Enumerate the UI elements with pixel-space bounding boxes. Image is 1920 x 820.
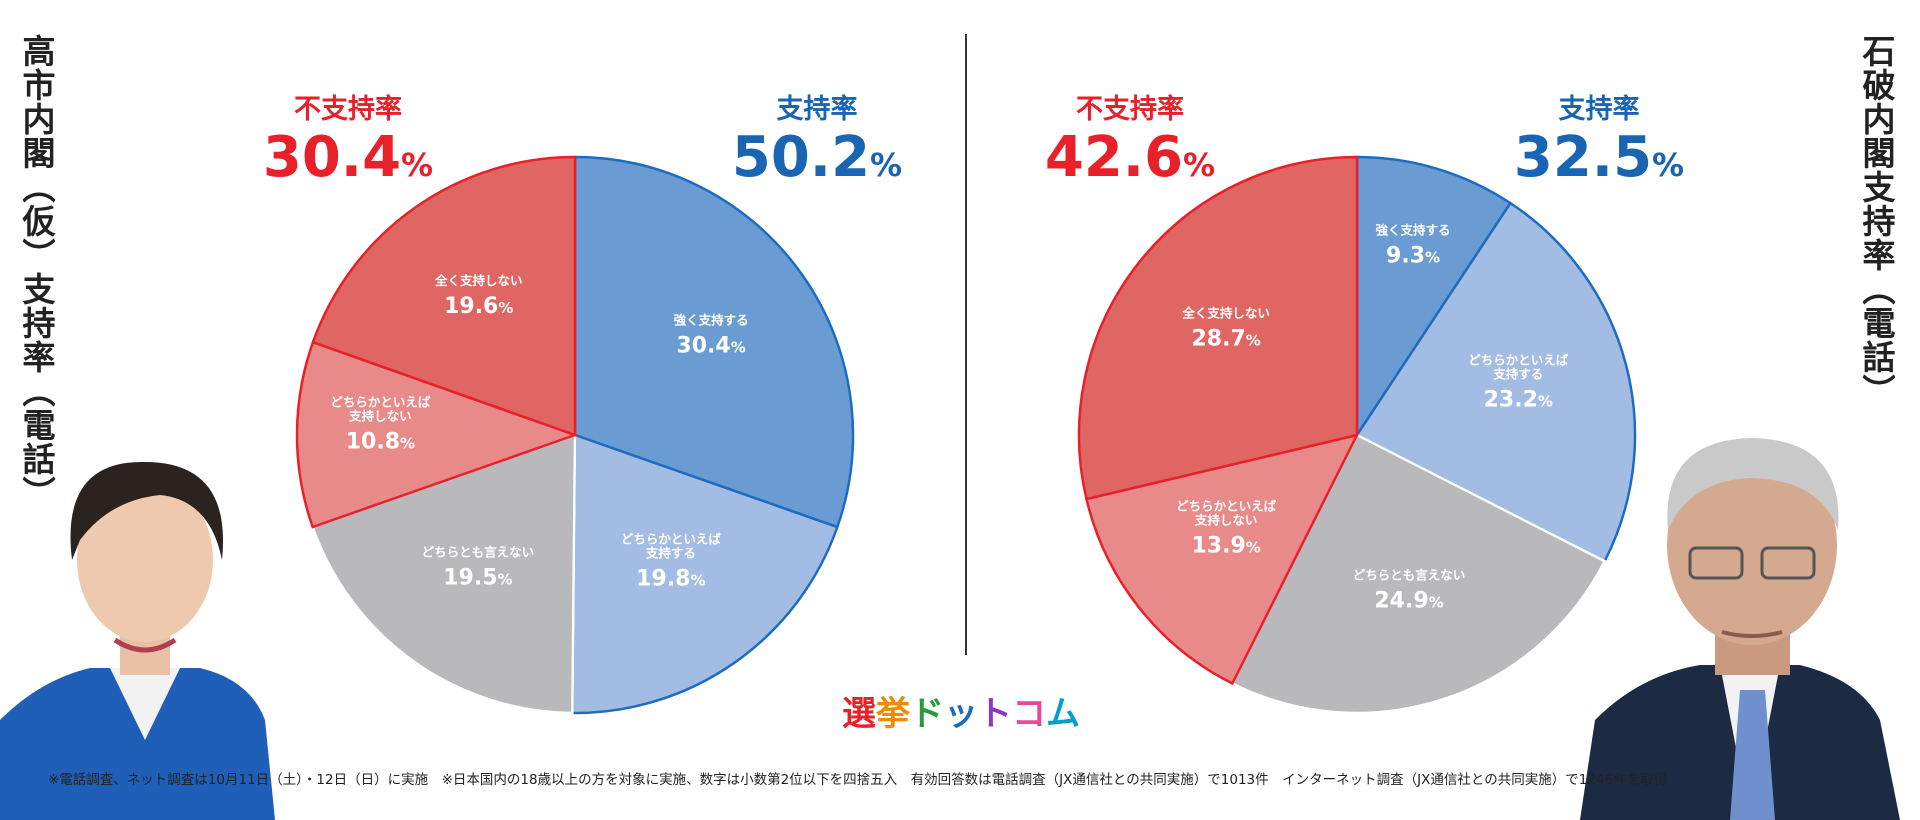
pie-slice xyxy=(295,340,579,529)
chart-title: 石破内閣支持率（電話） xyxy=(1857,34,1896,408)
slice-value-label: 19.8% xyxy=(636,567,705,592)
slice-value-label: 9.3% xyxy=(1386,244,1440,269)
slice-label: どちらとも言えない xyxy=(422,545,535,560)
slice-label: どちらかといえば支持する xyxy=(621,532,722,561)
slice-label: 全く支持しない xyxy=(1181,306,1270,321)
slice-label: 強く支持する xyxy=(674,313,749,328)
slice-value-label: 13.9% xyxy=(1192,533,1261,558)
pie-slice xyxy=(1077,155,1359,501)
slice-value-label: 24.9% xyxy=(1374,588,1443,613)
pie-slice xyxy=(311,155,577,437)
slice-value-label: 19.6% xyxy=(444,294,513,319)
slice-value-label: 30.4% xyxy=(676,334,745,359)
slice-value-label: 10.8% xyxy=(346,430,415,455)
logo: 選挙ドットコム xyxy=(842,694,1080,734)
footnote: ※電話調査、ネット調査は10月11日（土）・12日（日）に実施 ※日本国内の18… xyxy=(48,772,1668,788)
summary-value: 42.6% xyxy=(1045,125,1215,190)
summary-value: 32.5% xyxy=(1514,125,1684,190)
summary-label: 支持率 xyxy=(777,93,858,125)
slice-value-label: 19.5% xyxy=(443,566,512,591)
slice-value-label: 28.7% xyxy=(1192,327,1261,352)
photo-left xyxy=(0,461,275,820)
slice-label: 全く支持しない xyxy=(434,273,523,288)
pie-slice xyxy=(1230,433,1607,715)
slice-label: どちらかといえば支持する xyxy=(1468,353,1569,382)
pie-slice xyxy=(1355,155,1513,440)
chart-title: 高市内閣（仮）支持率（電話） xyxy=(17,34,56,510)
pie-slice xyxy=(1084,433,1360,686)
pie-slice xyxy=(571,433,839,715)
pie-slice xyxy=(573,155,855,529)
summary-label: 不支持率 xyxy=(1076,93,1184,125)
summary-label: 支持率 xyxy=(1559,93,1640,125)
slice-label: 強く支持する xyxy=(1376,223,1451,238)
slice-value-label: 23.2% xyxy=(1484,388,1553,413)
slice-label: どちらかといえば支持しない xyxy=(330,395,431,424)
summary-value: 50.2% xyxy=(732,125,902,190)
summary-label: 不支持率 xyxy=(294,93,402,125)
slice-label: どちらかといえば支持しない xyxy=(1176,498,1277,527)
photo-right xyxy=(1580,438,1900,820)
summary-value: 30.4% xyxy=(263,125,433,190)
pie-slice xyxy=(1355,201,1637,563)
slice-label: どちらとも言えない xyxy=(1353,567,1466,582)
